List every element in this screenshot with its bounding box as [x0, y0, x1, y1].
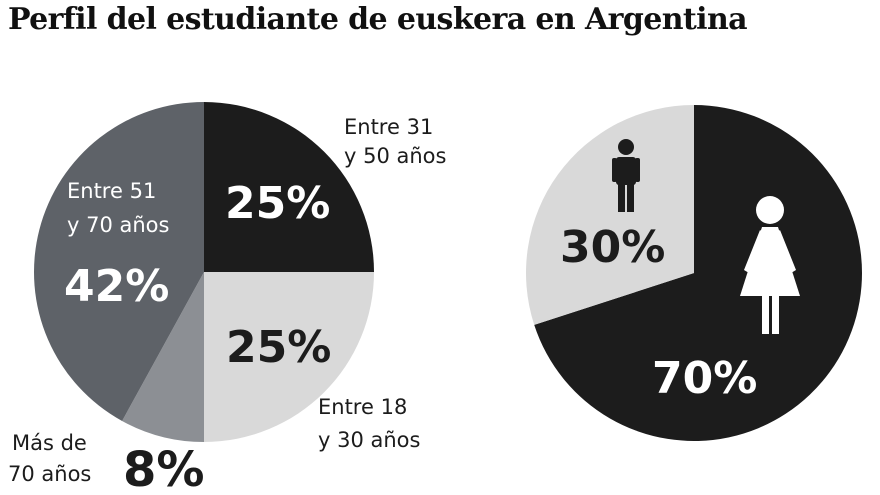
gender-pie-chart [526, 105, 862, 442]
slice-entre-31-50 [204, 102, 374, 272]
label-mas-de-70-line2: 70 años [8, 462, 91, 486]
value-mas-de-70: 8% [123, 442, 205, 495]
value-mujeres: 70% [652, 353, 757, 404]
label-entre-31-50-line1: Entre 31 [344, 115, 433, 139]
age-pie-chart [34, 102, 374, 442]
label-entre-31-50-line2: y 50 años [344, 144, 446, 168]
slice-mujeres [534, 105, 862, 442]
slice-entre-18-30 [204, 272, 374, 442]
label-entre-18-30-line2: y 30 años [318, 428, 420, 452]
value-entre-18-30: 25% [226, 322, 331, 373]
label-entre-51-70-line1: Entre 51 [67, 179, 156, 203]
value-entre-31-50: 25% [225, 178, 330, 229]
value-hombres: 30% [560, 222, 665, 273]
label-entre-51-70-line2: y 70 años [67, 213, 169, 237]
slice-mas-de-70 [122, 272, 204, 442]
slice-entre-51-70 [34, 102, 204, 421]
chart-title: Perfil del estudiante de euskera en Arge… [8, 2, 748, 37]
woman-icon [740, 196, 800, 334]
man-icon [612, 139, 640, 212]
label-mas-de-70-line1: Más de [12, 431, 87, 455]
value-entre-51-70: 42% [64, 261, 169, 312]
label-entre-18-30-line1: Entre 18 [318, 395, 407, 419]
slice-hombres [526, 105, 694, 325]
